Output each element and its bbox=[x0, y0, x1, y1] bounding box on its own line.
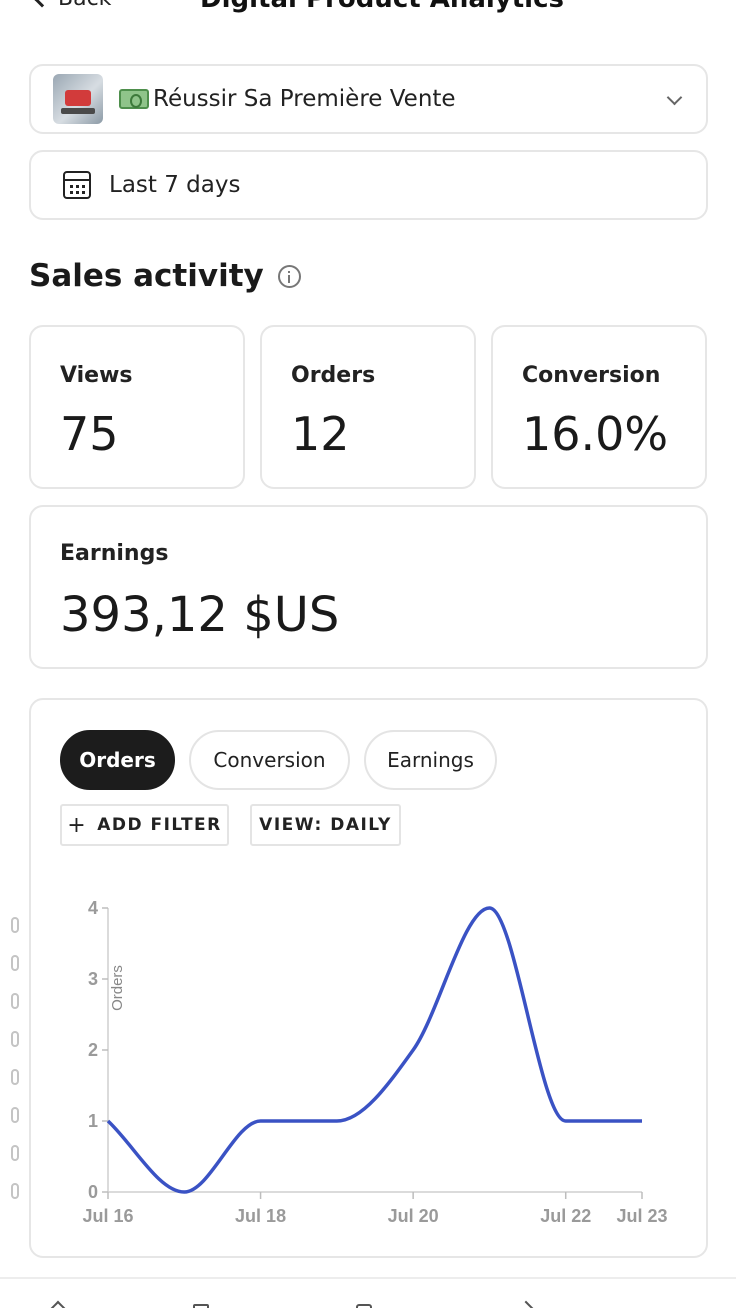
ghost-glyph bbox=[11, 1031, 19, 1047]
chart-card: Orders Conversion Earnings + ADD FILTER … bbox=[29, 698, 708, 1258]
series-line bbox=[106, 906, 642, 1194]
box-icon[interactable] bbox=[356, 1304, 372, 1308]
page-title: Digital Product Analytics bbox=[200, 0, 564, 14]
ghost-axis-labels bbox=[11, 917, 19, 1199]
send-icon[interactable] bbox=[514, 1300, 538, 1308]
sales-activity-title: Sales activity bbox=[29, 258, 264, 294]
tab-conversion[interactable]: Conversion bbox=[189, 730, 350, 790]
x-tick-label: Jul 22 bbox=[540, 1206, 591, 1226]
ghost-glyph bbox=[11, 993, 19, 1009]
x-tick-label: Jul 23 bbox=[616, 1206, 667, 1226]
x-tick-label: Jul 18 bbox=[235, 1206, 286, 1226]
stat-label: Orders bbox=[291, 363, 376, 388]
y-ticks: 0 1 2 3 4 bbox=[88, 898, 108, 1202]
tab-earnings[interactable]: Earnings bbox=[364, 730, 497, 790]
tab-orders[interactable]: Orders bbox=[60, 730, 175, 790]
bottom-nav bbox=[0, 1277, 736, 1308]
x-ticks: Jul 16 Jul 18 Jul 20 Jul 22 Jul 23 bbox=[82, 1192, 668, 1226]
ghost-glyph bbox=[11, 917, 19, 933]
stat-label: Conversion bbox=[522, 363, 661, 388]
chevron-down-icon bbox=[666, 89, 683, 106]
money-icon bbox=[119, 89, 149, 109]
stat-card-views: Views 75 bbox=[29, 325, 245, 489]
add-filter-label: ADD FILTER bbox=[97, 815, 222, 835]
y-tick-label: 3 bbox=[88, 969, 98, 989]
stat-card-conversion: Conversion 16.0% bbox=[491, 325, 707, 489]
back-label: Back bbox=[58, 0, 111, 11]
calendar-icon bbox=[63, 171, 91, 199]
orders-line-chart: 0 1 2 3 4 Jul 16 Jul 18 Jul 20 Jul 22 Jul 23 Ord… bbox=[11, 898, 668, 1226]
stat-card-orders: Orders 12 bbox=[260, 325, 476, 489]
add-filter-button[interactable]: + ADD FILTER bbox=[60, 804, 229, 846]
stat-value: 16.0% bbox=[522, 407, 669, 461]
ghost-glyph bbox=[11, 1183, 19, 1199]
stat-value: 393,12 $US bbox=[60, 587, 340, 643]
ghost-glyph bbox=[11, 1145, 19, 1161]
ghost-glyph bbox=[11, 1107, 19, 1123]
y-tick-label: 2 bbox=[88, 1040, 98, 1060]
stat-value: 12 bbox=[291, 407, 350, 461]
home-icon[interactable] bbox=[46, 1300, 70, 1308]
y-tick-label: 1 bbox=[88, 1111, 98, 1131]
top-bar: Back Digital Product Analytics bbox=[0, 0, 736, 30]
back-button[interactable]: Back bbox=[33, 0, 111, 11]
y-axis-label: Orders bbox=[109, 965, 126, 1011]
stat-label: Views bbox=[60, 363, 133, 388]
stat-label: Earnings bbox=[60, 541, 169, 566]
plus-icon: + bbox=[67, 812, 88, 838]
chart-axes bbox=[107, 908, 642, 1193]
chevron-left-icon bbox=[33, 0, 51, 7]
ghost-glyph bbox=[11, 955, 19, 971]
stat-value: 75 bbox=[60, 407, 119, 461]
stat-card-earnings: Earnings 393,12 $US bbox=[29, 505, 708, 669]
view-daily-button[interactable]: VIEW: DAILY bbox=[250, 804, 401, 846]
info-icon[interactable] bbox=[277, 264, 301, 288]
grid-icon[interactable] bbox=[193, 1304, 209, 1308]
section-title: Sales activity bbox=[29, 258, 301, 294]
date-range-label: Last 7 days bbox=[109, 172, 241, 198]
y-tick-label: 4 bbox=[88, 898, 98, 918]
product-name: Réussir Sa Première Vente bbox=[153, 86, 456, 112]
date-range-selector[interactable]: Last 7 days bbox=[29, 150, 708, 220]
y-tick-label: 0 bbox=[88, 1182, 98, 1202]
x-tick-label: Jul 20 bbox=[388, 1206, 439, 1226]
product-thumbnail bbox=[53, 74, 103, 124]
product-selector[interactable]: Réussir Sa Première Vente bbox=[29, 64, 708, 134]
x-tick-label: Jul 16 bbox=[82, 1206, 133, 1226]
ghost-glyph bbox=[11, 1069, 19, 1085]
